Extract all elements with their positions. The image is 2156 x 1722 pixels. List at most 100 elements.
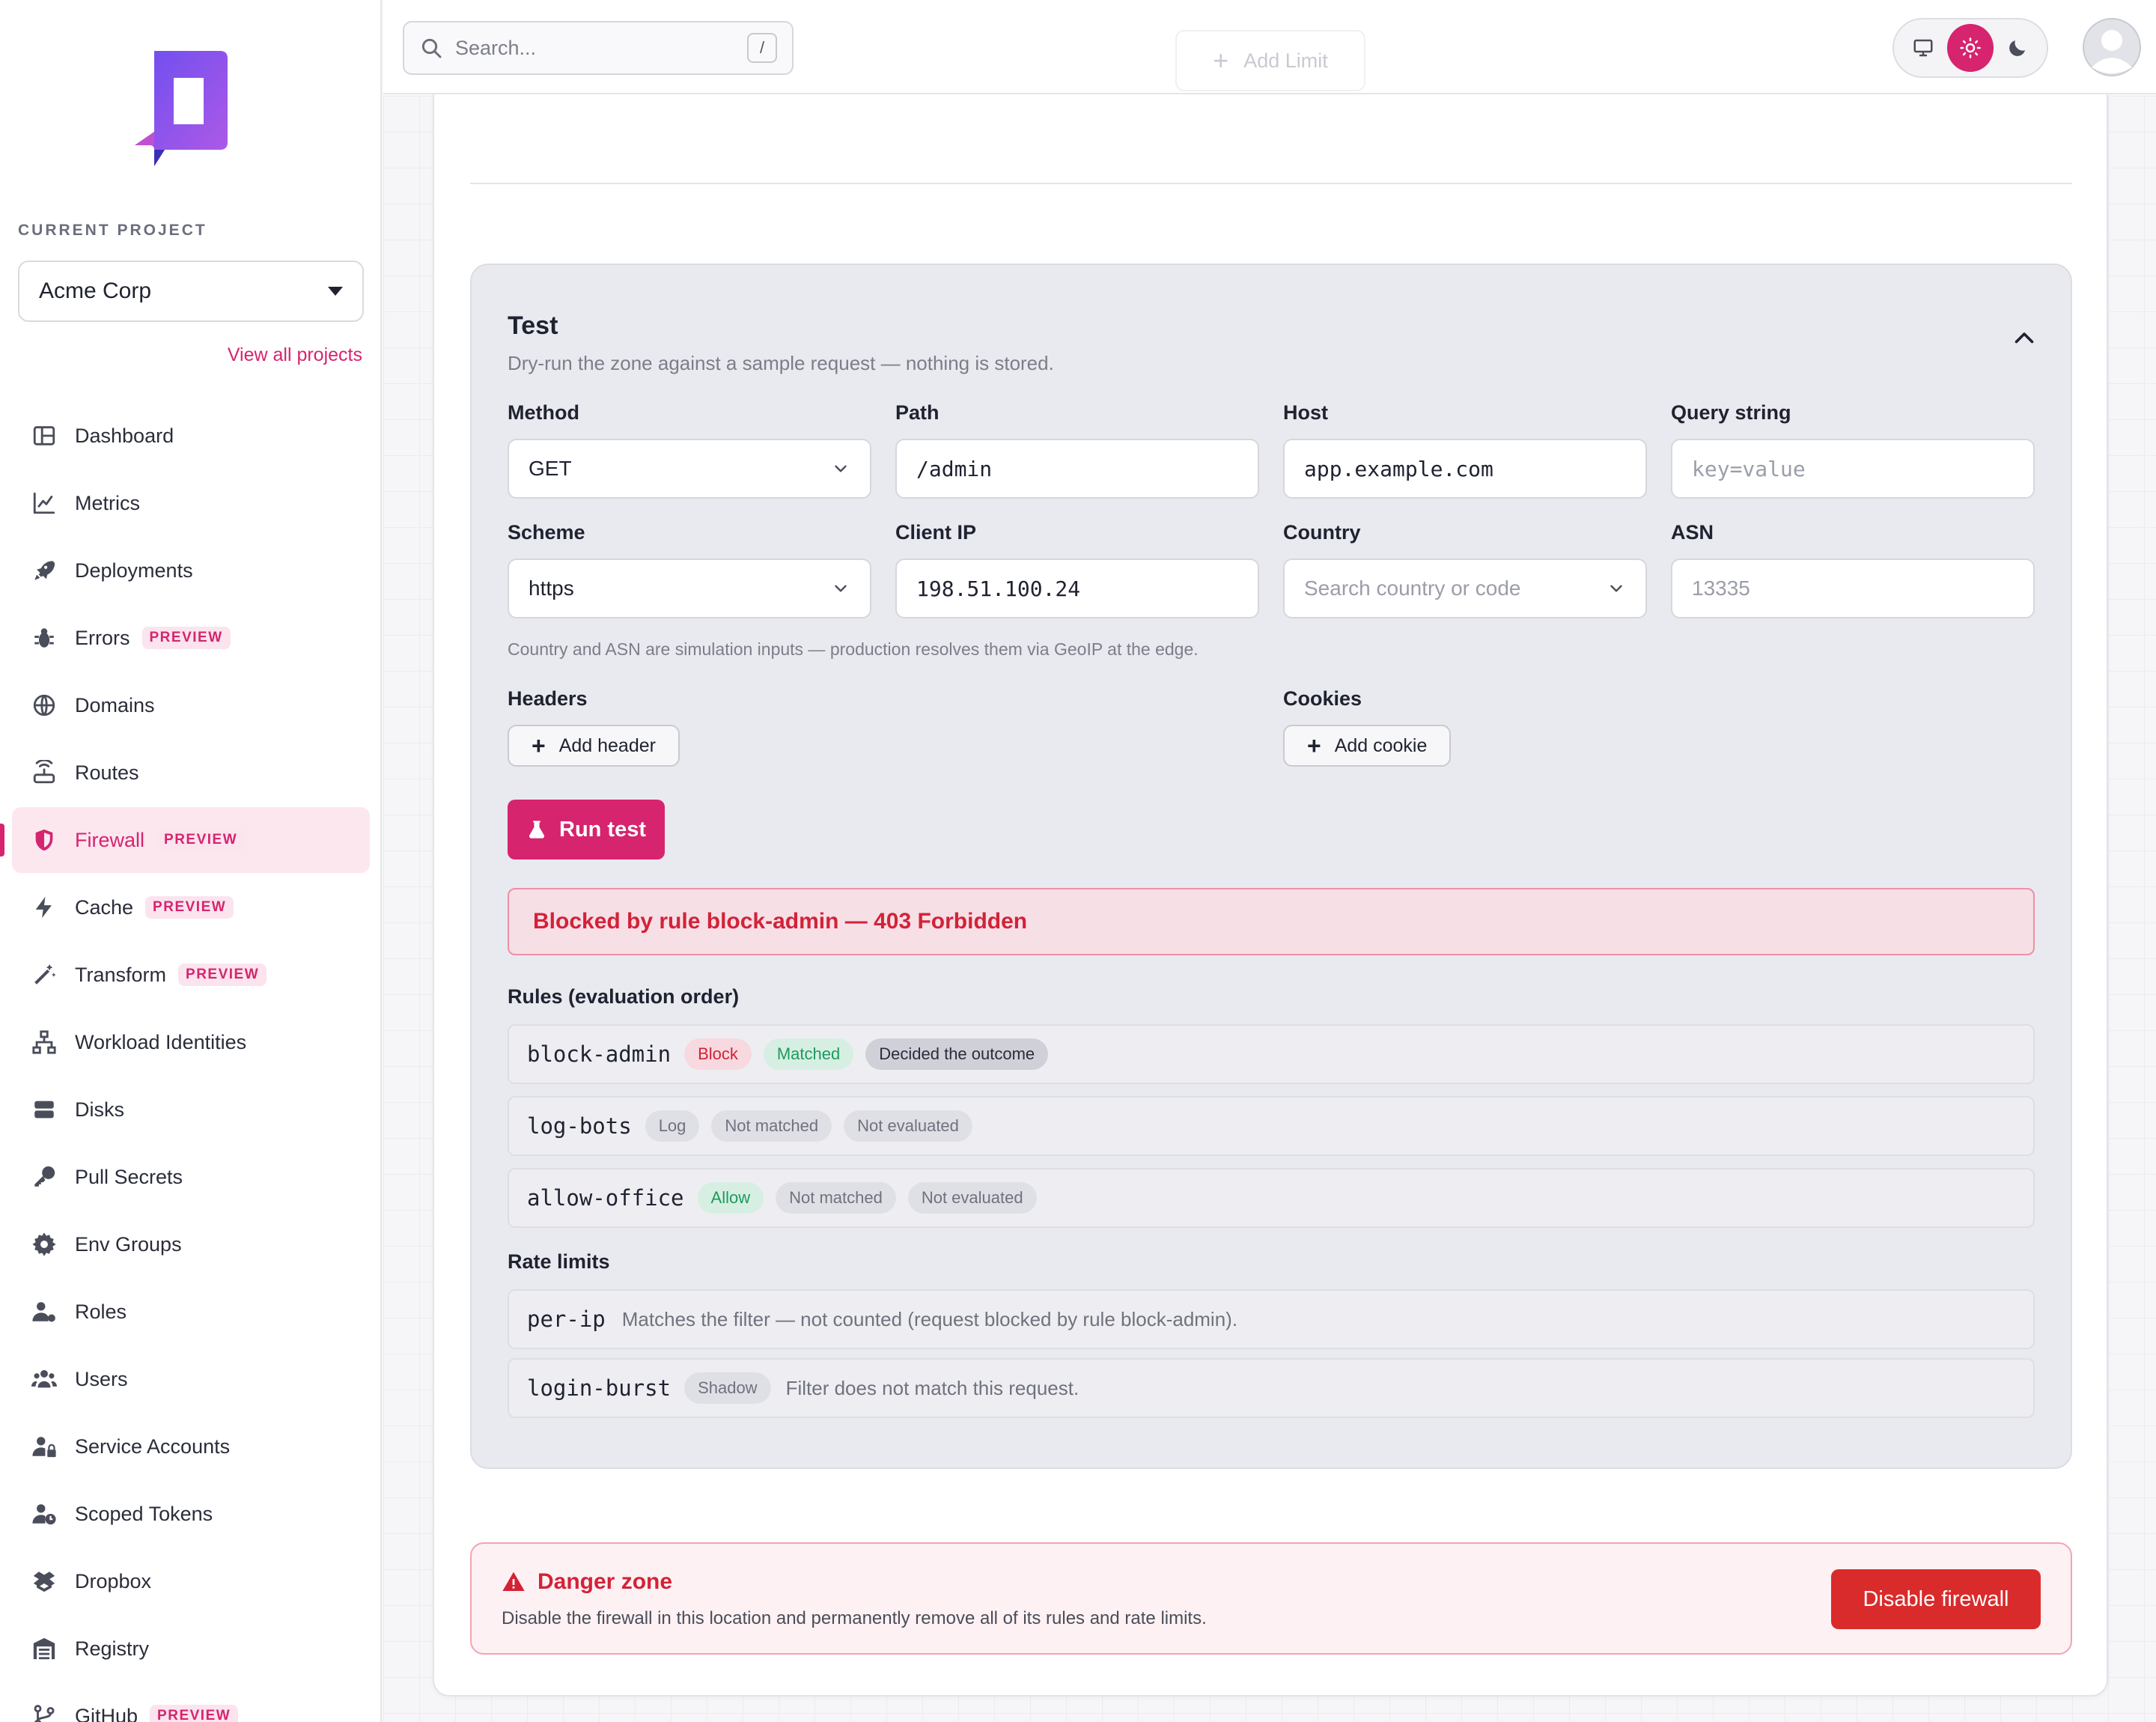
sidebar-item-routes[interactable]: Routes xyxy=(12,740,370,806)
path-input[interactable]: /admin xyxy=(895,439,1259,499)
view-all-projects-link[interactable]: View all projects xyxy=(227,344,362,365)
sidebar-item-github[interactable]: GitHub PREVIEW xyxy=(12,1683,370,1722)
globe-icon xyxy=(31,693,57,718)
sidebar-item-label: Deployments xyxy=(75,559,193,582)
sidebar-item-registry[interactable]: Registry xyxy=(12,1616,370,1682)
monitor-icon[interactable] xyxy=(1900,24,1947,72)
sun-icon[interactable] xyxy=(1946,24,1994,72)
country-label: Country xyxy=(1283,521,1361,544)
run-test-button[interactable]: Run test xyxy=(508,800,665,860)
app-logo[interactable] xyxy=(132,48,231,168)
rule-match-badge: Not matched xyxy=(711,1110,832,1142)
sidebar-item-label: Service Accounts xyxy=(75,1435,231,1458)
search-shortcut-key: / xyxy=(747,33,777,63)
rule-outcome-badge: Not evaluated xyxy=(844,1110,972,1142)
cookies-label: Cookies xyxy=(1283,687,1362,710)
country-placeholder: Search country or code xyxy=(1304,576,1521,600)
rate-limit-row: login-burst Shadow Filter does not match t… xyxy=(508,1358,2035,1418)
sidebar-item-label: Metrics xyxy=(75,491,140,514)
sidebar-item-env-groups[interactable]: Env Groups xyxy=(12,1211,370,1277)
sidebar-item-domains[interactable]: Domains xyxy=(12,672,370,738)
scheme-label: Scheme xyxy=(508,521,585,544)
disk-icon xyxy=(31,1097,57,1122)
search-input[interactable]: Search... / xyxy=(403,21,794,75)
test-panel: Test Dry-run the zone against a sample r… xyxy=(470,264,2072,1469)
rule-outcome-badge: Decided the outcome xyxy=(865,1038,1049,1070)
add-cookie-label: Add cookie xyxy=(1334,734,1428,756)
sidebar-item-firewall[interactable]: Firewall PREVIEW xyxy=(0,807,370,873)
host-input[interactable]: app.example.com xyxy=(1283,439,1647,499)
user-avatar[interactable] xyxy=(2083,18,2141,76)
theme-toggle xyxy=(1892,18,2048,78)
sidebar-item-label: Routes xyxy=(75,761,139,784)
danger-zone-title-text: Danger zone xyxy=(538,1569,673,1594)
rate-limit-description: Matches the filter — not counted (reques… xyxy=(621,1307,1238,1330)
sidebar-item-workload-identities[interactable]: Workload Identities xyxy=(12,1009,370,1075)
preview-badge: PREVIEW xyxy=(156,829,246,851)
sidebar-item-label: Transform xyxy=(75,963,167,986)
network-icon xyxy=(31,1029,57,1055)
rate-limit-mode-badge: Shadow xyxy=(684,1372,771,1404)
sidebar-item-label: Disks xyxy=(75,1098,124,1121)
sidebar-item-roles[interactable]: Roles xyxy=(12,1279,370,1345)
sidebar-item-disks[interactable]: Disks xyxy=(12,1077,370,1143)
client-ip-input[interactable]: 198.51.100.24 xyxy=(895,559,1259,618)
plus-icon: + xyxy=(1307,731,1321,759)
sidebar-item-label: Env Groups xyxy=(75,1232,182,1256)
method-select[interactable]: GET xyxy=(508,439,871,499)
add-limit-button[interactable]: + Add Limit xyxy=(1175,30,1365,91)
method-label: Method xyxy=(508,401,579,424)
sidebar-item-scoped-tokens[interactable]: Scoped Tokens xyxy=(12,1481,370,1547)
rate-limits-title: Rate limits xyxy=(508,1250,610,1273)
users-icon xyxy=(31,1366,57,1392)
plus-icon: + xyxy=(532,731,546,759)
rate-limit-row: per-ip Matches the filter — not counted (… xyxy=(508,1289,2035,1349)
firewall-card: Test Dry-run the zone against a sample r… xyxy=(433,94,2108,1697)
query-string-input[interactable]: key=value xyxy=(1671,439,2035,499)
dashboard-icon xyxy=(31,423,57,448)
warning-icon xyxy=(502,1572,525,1591)
sidebar-item-dashboard[interactable]: Dashboard xyxy=(12,403,370,469)
preview-badge: PREVIEW xyxy=(145,896,234,919)
sidebar-item-dropbox[interactable]: Dropbox xyxy=(12,1548,370,1614)
preview-badge: PREVIEW xyxy=(150,1705,239,1722)
warehouse-icon xyxy=(31,1636,57,1661)
sidebar-item-metrics[interactable]: Metrics xyxy=(12,470,370,536)
rate-limit-description: Filter does not match this request. xyxy=(785,1376,1079,1399)
sidebar-item-label: Domains xyxy=(75,693,155,717)
sidebar-item-users[interactable]: Users xyxy=(12,1346,370,1412)
add-cookie-button[interactable]: + Add cookie xyxy=(1283,725,1452,767)
path-label: Path xyxy=(895,401,940,424)
sidebar-item-label: Registry xyxy=(75,1637,150,1660)
sidebar-item-deployments[interactable]: Deployments xyxy=(12,538,370,603)
asn-input[interactable]: 13335 xyxy=(1671,559,2035,618)
sidebar-item-label: Workload Identities xyxy=(75,1030,247,1053)
sidebar-item-label: Scoped Tokens xyxy=(75,1502,213,1525)
rocket-icon xyxy=(31,558,57,583)
sidebar-item-pull-secrets[interactable]: Pull Secrets xyxy=(12,1144,370,1210)
sidebar-item-transform[interactable]: Transform PREVIEW xyxy=(12,942,370,1008)
gear-icon xyxy=(31,1232,57,1257)
add-header-button[interactable]: + Add header xyxy=(508,725,680,767)
country-select[interactable]: Search country or code xyxy=(1283,559,1647,618)
chevron-up-icon[interactable] xyxy=(2011,325,2038,352)
rules-title: Rules (evaluation order) xyxy=(508,985,740,1008)
rule-row: log-bots Log Not matched Not evaluated xyxy=(508,1096,2035,1156)
run-test-label: Run test xyxy=(559,817,646,842)
sidebar-item-service-accounts[interactable]: Service Accounts xyxy=(12,1414,370,1479)
scheme-select[interactable]: https xyxy=(508,559,871,618)
disable-firewall-button[interactable]: Disable firewall xyxy=(1831,1569,2041,1629)
user-gear-icon xyxy=(31,1299,57,1324)
user-lock-icon xyxy=(31,1434,57,1459)
key-icon xyxy=(31,1164,57,1190)
project-select[interactable]: Acme Corp xyxy=(18,261,364,322)
sidebar-item-cache[interactable]: Cache PREVIEW xyxy=(12,874,370,940)
rule-name: block-admin xyxy=(527,1041,672,1067)
simulation-hint: Country and ASN are simulation inputs — … xyxy=(508,639,1199,659)
bug-icon xyxy=(31,625,57,651)
moon-icon[interactable] xyxy=(1994,24,2041,72)
sidebar-item-errors[interactable]: Errors PREVIEW xyxy=(12,605,370,671)
sidebar-item-label: Users xyxy=(75,1367,128,1390)
test-subtitle: Dry-run the zone against a sample reques… xyxy=(508,352,1054,374)
topbar: Search... / + Add Limit xyxy=(383,0,2156,94)
